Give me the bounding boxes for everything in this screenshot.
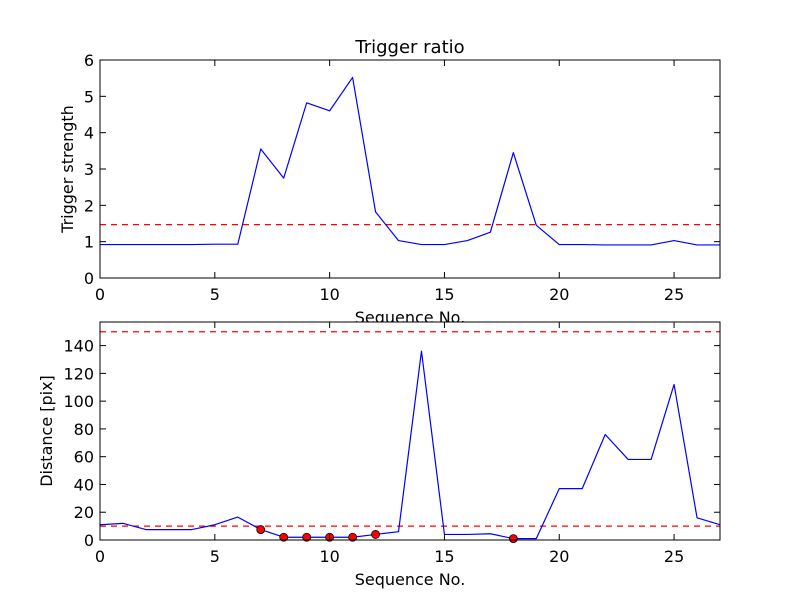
y-tick-label-0-1: 1: [84, 233, 94, 252]
data-point-1-1-4: [348, 532, 357, 542]
data-point-1-1-6: [508, 534, 518, 544]
y-tick-label-0-2: 2: [84, 196, 94, 215]
y-tick-label-0-4: 4: [84, 124, 94, 143]
plot-area-0: [100, 60, 720, 278]
y-tick-label-1-5: 100: [63, 392, 94, 411]
y-axis-label-1: Distance [pix]: [37, 375, 56, 487]
y-axis-label-0: Trigger strength: [58, 105, 77, 234]
y-tick-label-0-6: 6: [84, 51, 94, 70]
y-tick-label-1-0: 0: [84, 531, 94, 550]
series-line-0-0: [100, 76, 720, 246]
data-point-1-1-2: [302, 532, 312, 542]
y-tick-label-0-0: 0: [84, 269, 94, 288]
x-tick-label-1-1: 5: [210, 547, 220, 566]
x-tick-label-0-1: 5: [210, 285, 220, 304]
y-tick-label-1-2: 40: [74, 475, 94, 494]
x-axis-label-1: Sequence No.: [355, 570, 466, 589]
x-tick-label-1-0: 0: [95, 547, 105, 566]
data-point-1-1-0: [256, 525, 266, 534]
y-tick-label-0-5: 5: [84, 87, 94, 106]
x-tick-label-1-2: 10: [319, 547, 339, 566]
x-tick-label-0-4: 20: [549, 285, 569, 304]
plot-area-1: [100, 322, 720, 540]
y-tick-label-0-3: 3: [84, 160, 94, 179]
x-tick-label-0-2: 10: [319, 285, 339, 304]
y-tick-label-1-1: 20: [74, 503, 94, 522]
data-point-1-1-1: [279, 532, 289, 542]
x-tick-label-1-5: 25: [664, 547, 684, 566]
axes-frame-1: [99, 321, 721, 541]
series-line-1-0: [100, 350, 720, 540]
x-tick-label-0-5: 25: [664, 285, 684, 304]
y-tick-label-1-3: 60: [74, 448, 94, 467]
x-tick-label-0-0: 0: [95, 285, 105, 304]
x-tick-label-0-3: 15: [434, 285, 454, 304]
chart-title-0: Trigger ratio: [354, 37, 464, 58]
y-tick-label-1-4: 80: [74, 420, 94, 439]
x-tick-label-1-4: 20: [549, 547, 569, 566]
y-tick-label-1-6: 120: [63, 364, 94, 383]
data-point-1-1-5: [371, 530, 380, 539]
y-tick-label-1-7: 140: [63, 337, 94, 356]
x-tick-label-1-3: 15: [434, 547, 454, 566]
